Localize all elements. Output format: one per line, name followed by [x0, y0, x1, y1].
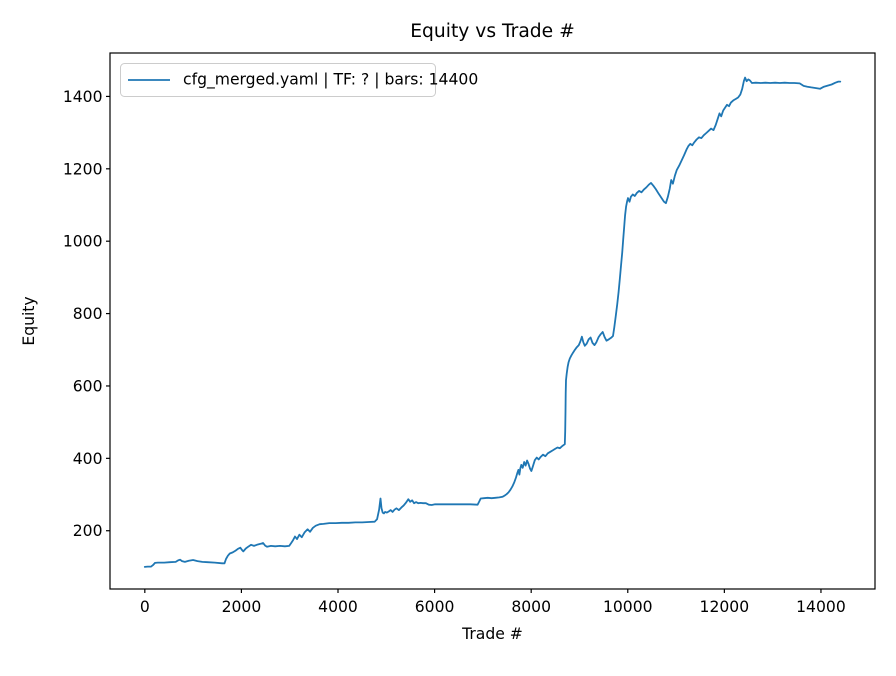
y-tick-label: 600 — [73, 377, 103, 395]
plot-spines — [109, 52, 876, 590]
x-tick-label: 10000 — [603, 598, 653, 616]
y-tick-label: 1000 — [63, 233, 103, 251]
y-tick-label: 200 — [73, 522, 103, 540]
x-tick-label: 12000 — [700, 598, 750, 616]
legend-entry-label: cfg_merged.yaml | TF: ? | bars: 14400 — [183, 71, 478, 90]
y-tick-label: 1400 — [63, 88, 103, 106]
legend-box — [120, 63, 436, 97]
chart-title: Equity vs Trade # — [410, 21, 575, 42]
y-tick-label: 800 — [73, 305, 103, 323]
x-axis-ticks: 0 2000 4000 6000 8000 10000 12000 14000 — [140, 589, 846, 616]
legend: cfg_merged.yaml | TF: ? | bars: 14400 — [120, 63, 478, 97]
x-tick-label: 14000 — [796, 598, 846, 616]
y-axis-ticks: 200 400 600 800 1000 1200 1400 — [63, 88, 110, 540]
x-tick-label: 6000 — [415, 598, 455, 616]
x-tick-label: 0 — [140, 598, 150, 616]
y-tick-label: 1200 — [63, 160, 103, 178]
y-axis-label: Equity — [20, 296, 38, 345]
equity-line-series — [143, 76, 842, 568]
x-tick-label: 4000 — [318, 598, 358, 616]
y-tick-label: 400 — [73, 450, 103, 468]
x-axis-label: Trade # — [461, 625, 523, 643]
equity-curve — [143, 76, 842, 568]
x-tick-label: 8000 — [511, 598, 551, 616]
x-tick-label: 2000 — [222, 598, 262, 616]
